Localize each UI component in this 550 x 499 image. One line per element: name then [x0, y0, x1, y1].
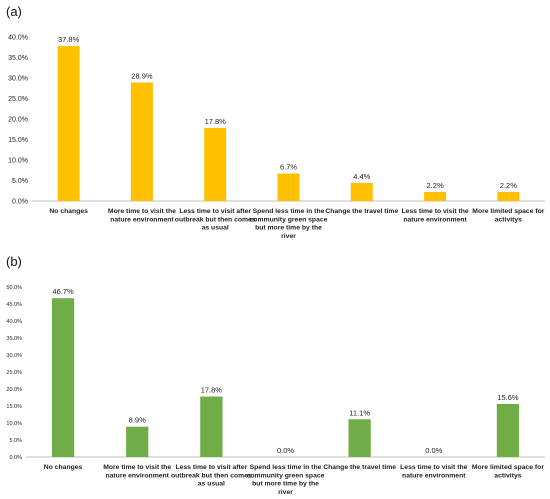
y-tick-label: 15.0% [6, 404, 22, 410]
x-tick-label: More limited space for activitys [472, 464, 544, 479]
x-tick-label: Change the travel time [325, 208, 398, 215]
data-label: 2.2% [427, 181, 444, 190]
data-label: 46.7% [52, 287, 74, 296]
data-label: 4.4% [353, 172, 370, 181]
x-tick-label-line: No changes [44, 464, 83, 471]
x-tick-label: Less time to visit after outbreak but the… [171, 464, 252, 488]
y-tick-label: 45.0% [6, 302, 22, 308]
x-tick-label-line: community green space [247, 472, 325, 479]
data-label: 37.8% [58, 35, 80, 44]
x-tick-label-line: but more time by the [252, 481, 319, 488]
data-label: 17.8% [205, 117, 227, 126]
data-label: 15.6% [497, 393, 519, 402]
x-tick-label-line: Less time to visit after [175, 464, 247, 471]
x-tick-label-line: river [278, 489, 293, 496]
x-tick-label-line: Less time to visit the [401, 208, 468, 215]
bar [350, 182, 373, 201]
y-tick-label: 10.0% [6, 421, 22, 427]
data-label: 8.9% [129, 416, 146, 425]
bar-chart-b: 0.0% 5.0% 10.0% 15.0% 20.0% 25.0% 30.0% 35.0% 40… [6, 285, 545, 496]
x-tick-label: Less time to visit the nature environment [401, 208, 468, 223]
x-tick-label: Less time to visit the nature environment [400, 464, 467, 479]
bar [424, 191, 447, 201]
y-tick-label: 20.0% [6, 387, 22, 393]
x-tick-label: No changes [44, 464, 83, 471]
x-tick-label-line: nature environment [403, 216, 467, 223]
data-label: 11.1% [349, 408, 370, 417]
x-tick-label-line: nature environment [402, 472, 466, 479]
bar [277, 173, 300, 201]
bar [126, 426, 149, 457]
y-tick-label: 30.0% [8, 75, 28, 82]
x-tick-label-line: Less time to visit after [179, 208, 251, 215]
x-tick-label: More time to visit the nature environment [108, 208, 176, 223]
data-label: 0.0% [277, 446, 294, 455]
x-tick-label-line: No changes [49, 208, 88, 215]
x-tick-label: Spend less time in the community green sp… [250, 208, 328, 240]
data-label: 17.8% [201, 385, 223, 394]
x-tick-label-line: outbreak but then comes [171, 472, 252, 479]
panel-label-b: (b) [6, 254, 22, 269]
y-tick-label: 10.0% [8, 157, 28, 164]
panel-label-a: (a) [6, 4, 22, 19]
y-tick-label: 40.0% [8, 34, 28, 41]
chart-panel-a: (a) 0.0% 5.0% 10.0% 15.0% 20.0% 25.0% 30.0% 35.… [0, 0, 550, 246]
y-tick-label: 20.0% [8, 116, 28, 123]
x-tick-label-line: activitys [495, 216, 522, 223]
x-tick-label: Spend less time in the community green sp… [247, 464, 325, 496]
x-tick-label: No changes [49, 208, 88, 215]
data-label: 2.2% [500, 181, 517, 190]
data-label: 28.9% [131, 72, 153, 81]
x-tick-label-line: More limited space for [472, 208, 544, 215]
x-tick-label-line: as usual [202, 225, 229, 232]
bar [496, 403, 520, 457]
x-tick-label-line: outbreak but then comes [175, 216, 256, 223]
y-tick-label: 5.0% [9, 438, 22, 444]
x-tick-label-line: Less time to visit the [400, 464, 467, 471]
x-tick-label-line: nature environment [105, 472, 169, 479]
x-tick-label-line: More limited space for [472, 464, 544, 471]
bar [200, 396, 223, 457]
bar [497, 191, 520, 201]
data-label: 6.7% [280, 163, 297, 172]
bar [130, 82, 153, 201]
y-tick-label: 40.0% [6, 319, 22, 325]
x-tick-label-line: but more time by the [255, 225, 322, 232]
x-tick-label-line: More time to visit the [108, 208, 176, 215]
x-tick-label-line: activitys [494, 472, 521, 479]
bar [57, 46, 80, 201]
y-tick-label: 15.0% [8, 137, 28, 144]
x-tick-label-line: as usual [198, 481, 225, 488]
y-tick-label: 35.0% [6, 336, 22, 342]
x-tick-label-line: Change the travel time [325, 208, 398, 215]
x-tick-label-line: river [281, 233, 296, 240]
x-tick-label: More limited space for activitys [472, 208, 544, 223]
x-tick-label-line: Change the travel time [323, 464, 396, 471]
x-tick-label: More time to visit the nature environment [103, 464, 171, 479]
x-tick-label: Less time to visit after outbreak but the… [175, 208, 256, 232]
y-tick-label: 50.0% [6, 285, 22, 291]
chart-panel-b: (b) 0.0% 5.0% 10.0% 15.0% 20.0% 25.0% 30.0% 35.… [0, 250, 550, 499]
y-tick-label: 30.0% [6, 353, 22, 359]
bar [348, 419, 371, 457]
y-tick-label: 5.0% [12, 178, 28, 185]
y-tick-label: 35.0% [8, 55, 28, 62]
x-tick-label-line: More time to visit the [103, 464, 171, 471]
bar [51, 298, 75, 457]
y-tick-label: 0.0% [12, 198, 28, 205]
y-tick-label: 25.0% [8, 96, 28, 103]
bar [204, 128, 227, 201]
y-tick-label: 25.0% [6, 370, 22, 376]
data-label: 0.0% [425, 446, 442, 455]
bar-chart-a: 0.0% 5.0% 10.0% 15.0% 20.0% 25.0% 30.0% 35.0% 40… [8, 34, 545, 240]
x-tick-label-line: Spend less time in the [253, 208, 325, 215]
y-tick-label: 0.0% [9, 455, 22, 461]
x-tick-label: Change the travel time [323, 464, 396, 471]
x-tick-label-line: nature environment [110, 216, 174, 223]
x-tick-label-line: community green space [250, 216, 328, 223]
x-tick-label-line: Spend less time in the [250, 464, 322, 471]
